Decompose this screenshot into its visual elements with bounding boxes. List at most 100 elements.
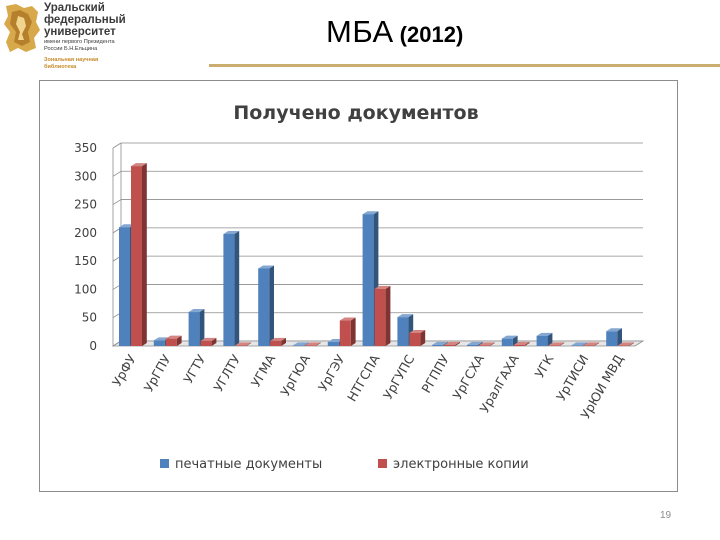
bar: [131, 163, 147, 346]
bar-side: [234, 230, 240, 346]
chart-title: Получено документов: [233, 102, 478, 124]
bar: [571, 342, 588, 346]
bar-front: [119, 227, 130, 346]
bar-top: [479, 342, 495, 346]
bar-top: [513, 341, 530, 345]
legend-label: печатные документы: [175, 457, 322, 472]
bar-front: [501, 338, 513, 346]
bar: [444, 341, 460, 346]
bar: [467, 341, 483, 346]
bar-top: [339, 317, 356, 321]
bar-side: [420, 329, 426, 346]
bar-front: [305, 345, 316, 346]
x-axis-ticks: УрФУ УрГПУ УГТУ УГЛТУ УГМА УрГЮА УрГЭУНТГСПАУр…: [109, 352, 626, 422]
bar-top: [223, 230, 240, 234]
bar-side: [350, 317, 356, 346]
legend-item: печатные документы: [160, 457, 322, 472]
bar-front: [258, 268, 270, 346]
y-axis-ticks: 0 50 100 150 200 250 300 350: [74, 141, 97, 353]
legend-label: электронные копии: [393, 457, 529, 472]
bar: [536, 332, 553, 346]
bar-top: [119, 224, 135, 228]
gridline-side: [112, 170, 122, 177]
bar-top: [548, 342, 565, 346]
bar-side: [142, 163, 147, 346]
bar-front: [571, 345, 583, 346]
bar-front: [513, 344, 525, 346]
gridline-side: [112, 142, 122, 149]
bar-side: [547, 332, 553, 346]
bar-top: [258, 265, 274, 269]
bar-side: [582, 342, 588, 346]
bar-side: [281, 337, 286, 346]
x-tick-label: НТГСПА: [344, 352, 383, 404]
bar-front: [188, 312, 200, 346]
bar-side: [199, 309, 205, 346]
bar-top: [305, 342, 321, 346]
header-divider: [209, 64, 720, 67]
bar: [409, 329, 426, 346]
bar-top: [397, 314, 414, 318]
bar-top: [606, 328, 622, 332]
bar-front: [397, 317, 409, 346]
bar-top: [293, 342, 309, 346]
bar-side: [269, 265, 274, 346]
x-tick-label: УрТИСИ: [553, 352, 591, 403]
bar: [479, 342, 495, 346]
bar-top: [200, 337, 217, 341]
logo-line-4: имени первого Президента: [44, 39, 115, 45]
bar-front: [131, 166, 142, 346]
y-tick-label: 200: [74, 226, 97, 240]
bar: [374, 285, 391, 346]
emblem-icon: [4, 4, 40, 52]
bar-front: [165, 338, 177, 346]
bar-front: [409, 332, 421, 346]
slide-title-main: МБА: [326, 14, 394, 49]
x-tick-label: УрГЮА: [277, 352, 313, 399]
bar-top: [153, 337, 170, 341]
logo-line-3: университет: [44, 26, 116, 38]
bar-top: [131, 163, 147, 167]
logo-line-5: России Б.Н.Ельцина: [44, 46, 98, 52]
bar: [548, 342, 565, 346]
bar-side: [524, 341, 530, 346]
slide-title: МБА (2012): [326, 14, 463, 50]
x-tick-label: УрГЭУ: [315, 352, 348, 394]
bar: [305, 342, 321, 346]
bar-front: [583, 345, 595, 346]
bar-side: [629, 342, 634, 346]
x-tick-label: УрГУПС: [380, 352, 418, 402]
bar: [200, 337, 217, 346]
university-logo: Уральский федеральный университет имени …: [2, 2, 202, 98]
bar-side: [455, 341, 460, 346]
bar-top: [444, 341, 460, 345]
bar-front: [374, 288, 386, 346]
bar-front: [548, 345, 560, 346]
bar-side: [490, 342, 495, 346]
bar: [606, 328, 622, 346]
bar-front: [432, 344, 444, 346]
y-tick-label: 350: [74, 141, 97, 155]
bar: [223, 230, 240, 346]
bar-top: [235, 342, 252, 346]
bar-top: [374, 285, 391, 289]
bar-top: [165, 335, 182, 339]
bar-front: [444, 344, 456, 346]
bar-top: [327, 339, 344, 343]
x-tick-label: УГЛТУ: [210, 352, 243, 394]
logo-line-7: библиотека: [44, 64, 77, 70]
logo-line-1: Уральский: [44, 2, 105, 14]
bar: [270, 337, 286, 346]
bar: [583, 342, 600, 346]
bar-front: [223, 233, 235, 346]
bar-top: [467, 341, 483, 345]
bar-side: [304, 342, 309, 346]
bar-side: [617, 328, 622, 346]
y-tick-label: 0: [89, 339, 97, 353]
bar-front: [339, 320, 351, 346]
bar-front: [606, 331, 618, 346]
bar: [513, 341, 530, 346]
bar-side: [385, 285, 391, 346]
bar-side: [176, 335, 182, 346]
